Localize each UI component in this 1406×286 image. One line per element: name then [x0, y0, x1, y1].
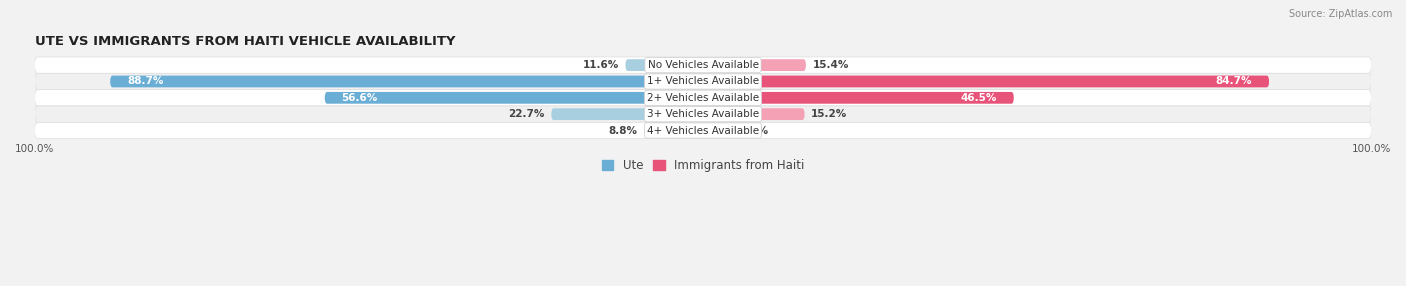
Text: 1+ Vehicles Available: 1+ Vehicles Available: [647, 76, 759, 86]
Text: 84.7%: 84.7%: [1216, 76, 1253, 86]
Text: 2+ Vehicles Available: 2+ Vehicles Available: [647, 93, 759, 103]
Text: UTE VS IMMIGRANTS FROM HAITI VEHICLE AVAILABILITY: UTE VS IMMIGRANTS FROM HAITI VEHICLE AVA…: [35, 35, 456, 48]
Text: 46.5%: 46.5%: [960, 93, 997, 103]
FancyBboxPatch shape: [35, 57, 1371, 73]
FancyBboxPatch shape: [35, 122, 1371, 139]
FancyBboxPatch shape: [626, 59, 703, 71]
FancyBboxPatch shape: [703, 125, 733, 136]
Text: 22.7%: 22.7%: [508, 109, 544, 119]
Text: 88.7%: 88.7%: [127, 76, 163, 86]
Text: 4.5%: 4.5%: [740, 126, 769, 136]
Text: 4+ Vehicles Available: 4+ Vehicles Available: [647, 126, 759, 136]
FancyBboxPatch shape: [703, 59, 806, 71]
FancyBboxPatch shape: [35, 90, 1371, 106]
FancyBboxPatch shape: [35, 73, 1371, 90]
FancyBboxPatch shape: [703, 92, 1014, 104]
Text: 15.4%: 15.4%: [813, 60, 849, 70]
Text: No Vehicles Available: No Vehicles Available: [648, 60, 758, 70]
FancyBboxPatch shape: [703, 76, 1270, 87]
Text: 15.2%: 15.2%: [811, 109, 848, 119]
FancyBboxPatch shape: [110, 76, 703, 87]
FancyBboxPatch shape: [703, 108, 804, 120]
Text: Source: ZipAtlas.com: Source: ZipAtlas.com: [1288, 9, 1392, 19]
Text: 56.6%: 56.6%: [342, 93, 378, 103]
Legend: Ute, Immigrants from Haiti: Ute, Immigrants from Haiti: [598, 154, 808, 177]
FancyBboxPatch shape: [35, 106, 1371, 122]
FancyBboxPatch shape: [551, 108, 703, 120]
FancyBboxPatch shape: [325, 92, 703, 104]
Text: 8.8%: 8.8%: [609, 126, 637, 136]
FancyBboxPatch shape: [644, 125, 703, 136]
Text: 11.6%: 11.6%: [582, 60, 619, 70]
Text: 3+ Vehicles Available: 3+ Vehicles Available: [647, 109, 759, 119]
